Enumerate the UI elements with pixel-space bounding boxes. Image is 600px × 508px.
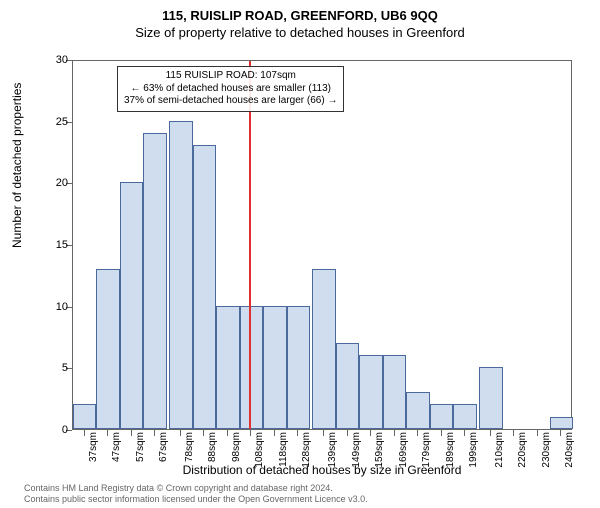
annotation-box: 115 RUISLIP ROAD: 107sqm← 63% of detache… (117, 66, 344, 112)
y-tick-label: 30 (40, 54, 68, 66)
histogram-bar (216, 306, 239, 429)
histogram-bar (143, 133, 166, 429)
y-tick-label: 15 (40, 239, 68, 251)
histogram-bar (287, 306, 310, 429)
x-tick (274, 430, 275, 436)
x-tick-label: 67sqm (158, 432, 169, 462)
y-tick-label: 10 (40, 301, 68, 313)
y-tick-label: 5 (40, 362, 68, 374)
x-tick-label: 108sqm (254, 432, 265, 468)
histogram-bar (73, 404, 96, 429)
x-tick-label: 230sqm (541, 432, 552, 468)
histogram-bar (96, 269, 119, 429)
histogram-bar (193, 145, 216, 429)
x-tick (370, 430, 371, 436)
footer-line-2: Contains public sector information licen… (24, 494, 368, 504)
x-tick (250, 430, 251, 436)
x-tick (347, 430, 348, 436)
x-tick (441, 430, 442, 436)
y-tick-label: 25 (40, 116, 68, 128)
histogram-bar (406, 392, 429, 429)
x-tick-label: 128sqm (301, 432, 312, 468)
x-tick-label: 159sqm (374, 432, 385, 468)
x-tick-label: 139sqm (327, 432, 338, 468)
x-tick-label: 57sqm (135, 432, 146, 462)
y-tick-label: 20 (40, 177, 68, 189)
x-tick (537, 430, 538, 436)
histogram-bar (240, 306, 263, 429)
x-tick-label: 220sqm (517, 432, 528, 468)
x-tick-label: 210sqm (494, 432, 505, 468)
y-axis-label: Number of detached properties (10, 83, 24, 248)
page-subtitle: Size of property relative to detached ho… (0, 25, 600, 40)
histogram-bar (453, 404, 476, 429)
histogram-bar (169, 121, 192, 429)
x-tick-label: 37sqm (88, 432, 99, 462)
x-tick-label: 179sqm (421, 432, 432, 468)
x-tick-label: 98sqm (231, 432, 242, 462)
x-tick-label: 189sqm (445, 432, 456, 468)
x-tick (107, 430, 108, 436)
reference-line (249, 61, 251, 429)
x-tick (180, 430, 181, 436)
histogram-chart (72, 60, 572, 430)
x-tick (131, 430, 132, 436)
annotation-line: ← 63% of detached houses are smaller (11… (124, 83, 337, 96)
x-tick-label: 78sqm (184, 432, 195, 462)
footer-attribution: Contains HM Land Registry data © Crown c… (24, 483, 368, 504)
histogram-bar (550, 417, 573, 429)
histogram-bar (383, 355, 406, 429)
x-tick (394, 430, 395, 436)
page-title: 115, RUISLIP ROAD, GREENFORD, UB6 9QQ (0, 8, 600, 23)
y-tick-label: 0 (40, 424, 68, 436)
x-tick (513, 430, 514, 436)
histogram-bar (430, 404, 453, 429)
x-tick (417, 430, 418, 436)
x-tick (560, 430, 561, 436)
annotation-line: 115 RUISLIP ROAD: 107sqm (124, 70, 337, 83)
histogram-bar (359, 355, 382, 429)
x-tick-label: 118sqm (278, 432, 289, 467)
histogram-bar (479, 367, 502, 429)
annotation-line: 37% of semi-detached houses are larger (… (124, 95, 337, 108)
histogram-bar (263, 306, 286, 429)
histogram-bar (312, 269, 335, 429)
x-tick-label: 199sqm (468, 432, 479, 468)
x-tick-label: 169sqm (398, 432, 409, 468)
x-tick-label: 149sqm (351, 432, 362, 468)
x-tick-label: 47sqm (111, 432, 122, 462)
histogram-bar (120, 182, 143, 429)
footer-line-1: Contains HM Land Registry data © Crown c… (24, 483, 368, 493)
x-tick (203, 430, 204, 436)
x-tick-label: 240sqm (564, 432, 575, 468)
x-tick (84, 430, 85, 436)
x-tick (297, 430, 298, 436)
x-tick-label: 88sqm (207, 432, 218, 462)
x-tick (490, 430, 491, 436)
x-tick (227, 430, 228, 436)
histogram-bar (336, 343, 359, 429)
x-tick (464, 430, 465, 436)
x-tick (323, 430, 324, 436)
x-tick (154, 430, 155, 436)
